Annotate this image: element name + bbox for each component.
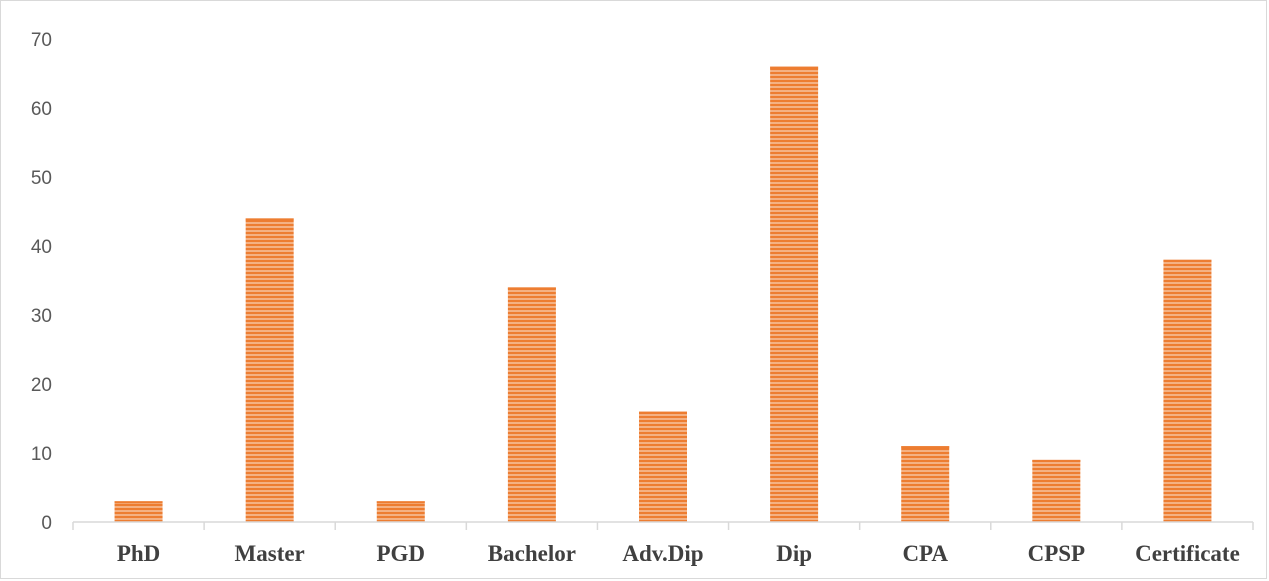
bar-master <box>245 218 294 522</box>
x-axis-ticks: PhD Master PGD Bachelor Adv.Dip Dip CPA CPSP Cer… <box>72 522 1254 566</box>
bar-cpsp <box>1032 459 1081 522</box>
bar-adv-dip <box>639 411 687 522</box>
bar-cpa <box>901 446 950 522</box>
bar-phd <box>114 501 163 522</box>
y-tick-label: 40 <box>31 237 52 258</box>
y-tick-label: 60 <box>31 99 52 120</box>
x-tick-label: CPSP <box>1028 541 1086 566</box>
y-tick-label: 20 <box>31 375 52 396</box>
x-tick-label: Adv.Dip <box>622 541 703 566</box>
bar-pgd <box>376 501 425 522</box>
y-tick-label: 50 <box>31 168 52 189</box>
x-tick-label: PhD <box>117 541 160 566</box>
x-tick-label: CPA <box>902 541 948 566</box>
x-tick-label: PGD <box>376 541 425 566</box>
bar-dip <box>770 66 819 522</box>
y-tick-label: 30 <box>31 306 52 327</box>
y-tick-label: 70 <box>31 30 52 51</box>
y-axis-ticks: 0 10 20 30 40 50 60 70 <box>31 30 52 534</box>
bar-certificate <box>1163 259 1212 522</box>
y-tick-label: 0 <box>41 513 52 534</box>
bars <box>114 66 1212 522</box>
x-tick-label: Certificate <box>1135 541 1240 566</box>
bar-bachelor <box>507 287 556 522</box>
x-tick-label: Dip <box>776 541 812 566</box>
x-tick-label: Master <box>235 541 305 566</box>
y-tick-label: 10 <box>31 444 52 465</box>
x-tick-label: Bachelor <box>488 541 576 566</box>
